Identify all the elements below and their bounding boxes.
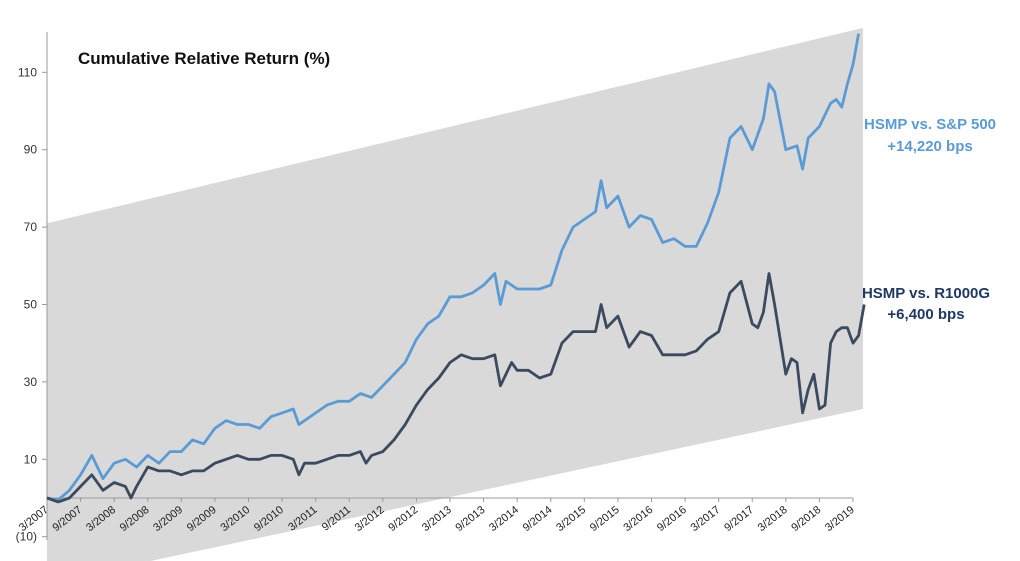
x-tick-label: 3/2013: [420, 504, 454, 534]
y-tick-label: 70: [24, 220, 38, 234]
x-tick-label: 3/2016: [621, 504, 655, 534]
y-tick-labels: (10) 10 30 50 70 90 110: [16, 65, 47, 544]
x-tick-label: 9/2013: [454, 504, 488, 534]
y-tick-label: 10: [24, 452, 38, 466]
y-tick-label: 110: [18, 65, 37, 79]
y-tick-label: 50: [24, 298, 38, 312]
annotation-sp500-label: HSMP vs. S&P 500: [864, 116, 996, 133]
x-tick-label: 3/2018: [756, 504, 790, 534]
x-tick-label: 9/2017: [722, 504, 756, 534]
x-tick-label: 3/2015: [554, 504, 588, 534]
x-tick-label: 3/2019: [823, 504, 857, 534]
chart-title: Cumulative Relative Return (%): [78, 49, 330, 68]
series-line-r1000g: [46, 272, 866, 504]
y-tick-label: (10): [16, 530, 37, 544]
annotation-r1000g-label: HSMP vs. R1000G: [862, 285, 990, 302]
x-tick-label: 9/2014: [521, 504, 555, 534]
annotation-r1000g-value: +6,400 bps: [887, 306, 964, 323]
y-tick-label: 90: [24, 143, 38, 157]
series-line-sp500: [46, 33, 860, 502]
x-tick-label: 3/2014: [487, 504, 521, 534]
x-tick-label: 9/2018: [789, 504, 823, 534]
series-lines: [46, 33, 866, 504]
x-tick-label: 3/2017: [689, 504, 723, 534]
y-tick-label: 30: [24, 375, 38, 389]
x-tick-label: 9/2016: [655, 504, 689, 534]
x-tick-label: 9/2015: [588, 504, 622, 534]
annotation-sp500-value: +14,220 bps: [887, 138, 972, 155]
return-band: [47, 27, 863, 561]
